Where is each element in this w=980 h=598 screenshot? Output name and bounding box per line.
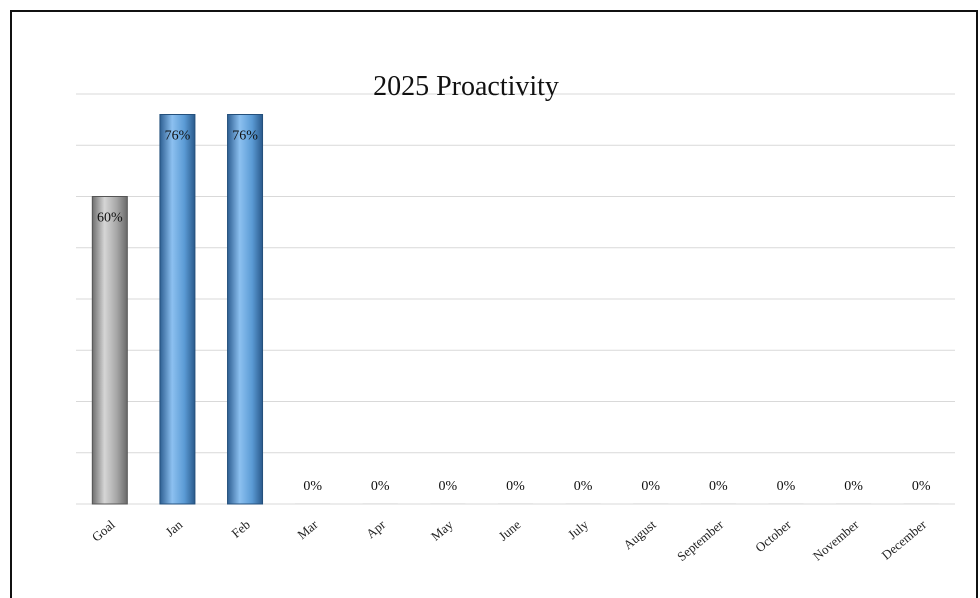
x-tick-goal: Goal <box>89 517 118 545</box>
gridlines <box>76 93 955 505</box>
value-label-apr: 0% <box>371 479 390 494</box>
bar-october <box>768 503 804 504</box>
bar-apr <box>362 503 398 504</box>
value-label-goal: 60% <box>97 211 123 226</box>
x-tick-jan: Jan <box>162 516 185 539</box>
value-label-feb: 76% <box>232 129 258 144</box>
value-labels: 60% 76% 76% 0% 0% 0% 0% 0% 0% 0% 0% 0% 0% <box>97 129 931 495</box>
x-tick-november: November <box>810 516 862 563</box>
x-tick-may: May <box>428 516 456 543</box>
bar-feb <box>227 114 264 505</box>
x-tick-july: July <box>565 516 592 542</box>
bar-june <box>498 503 533 504</box>
bars <box>91 114 939 505</box>
x-tick-feb: Feb <box>228 517 253 541</box>
x-tick-october: October <box>752 516 794 555</box>
x-tick-december: December <box>879 516 930 562</box>
x-tick-september: September <box>674 516 727 564</box>
bar-goal <box>91 196 128 505</box>
bar-july <box>565 503 601 504</box>
bar-august <box>633 503 669 504</box>
value-label-may: 0% <box>439 479 458 494</box>
value-label-november: 0% <box>844 479 863 494</box>
bar-jan <box>159 114 196 505</box>
bar-mar <box>295 503 331 504</box>
x-tick-apr: Apr <box>363 516 389 541</box>
x-tick-august: August <box>620 517 659 553</box>
chart-title: 2025 Proactivity <box>373 71 559 102</box>
x-tick-labels: Goal Jan Feb Mar Apr May June July August Septemb… <box>89 516 930 564</box>
x-tick-mar: Mar <box>294 516 321 542</box>
value-label-august: 0% <box>641 479 660 494</box>
bar-may <box>430 503 466 504</box>
value-label-october: 0% <box>777 479 796 494</box>
bar-november <box>836 503 872 504</box>
bar-december <box>903 503 939 504</box>
value-label-mar: 0% <box>303 479 322 494</box>
bar-september <box>700 503 736 504</box>
value-label-june: 0% <box>506 479 525 494</box>
value-label-jan: 76% <box>165 129 191 144</box>
x-tick-june: June <box>496 517 524 544</box>
value-label-july: 0% <box>574 479 593 494</box>
value-label-september: 0% <box>709 479 728 494</box>
value-label-december: 0% <box>912 479 931 494</box>
